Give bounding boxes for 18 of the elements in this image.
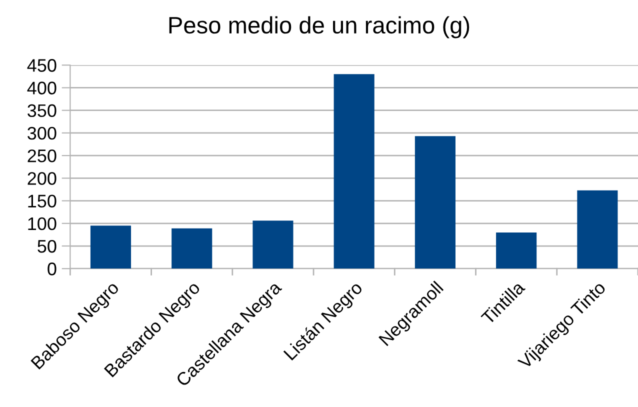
- y-tick-label: 350: [28, 104, 56, 118]
- bar: [496, 232, 537, 269]
- y-tick-label: 150: [28, 194, 56, 208]
- y-tick-label: 400: [27, 82, 56, 94]
- y-tick-label: 250: [28, 150, 56, 162]
- bar: [252, 220, 294, 269]
- y-tick-label: 200: [28, 172, 56, 185]
- y-tick-label: 300: [28, 126, 56, 140]
- bar: [172, 228, 212, 269]
- y-tick-label: 0: [48, 262, 56, 276]
- bar: [334, 74, 374, 269]
- chart-title: Peso medio de un racimo (g): [169, 16, 470, 38]
- bar: [414, 136, 456, 269]
- y-tick-label: 450: [27, 59, 56, 72]
- bar: [90, 226, 132, 269]
- y-tick-label: 100: [28, 217, 56, 230]
- y-tick-label: 50: [38, 240, 56, 253]
- bar: [577, 190, 618, 269]
